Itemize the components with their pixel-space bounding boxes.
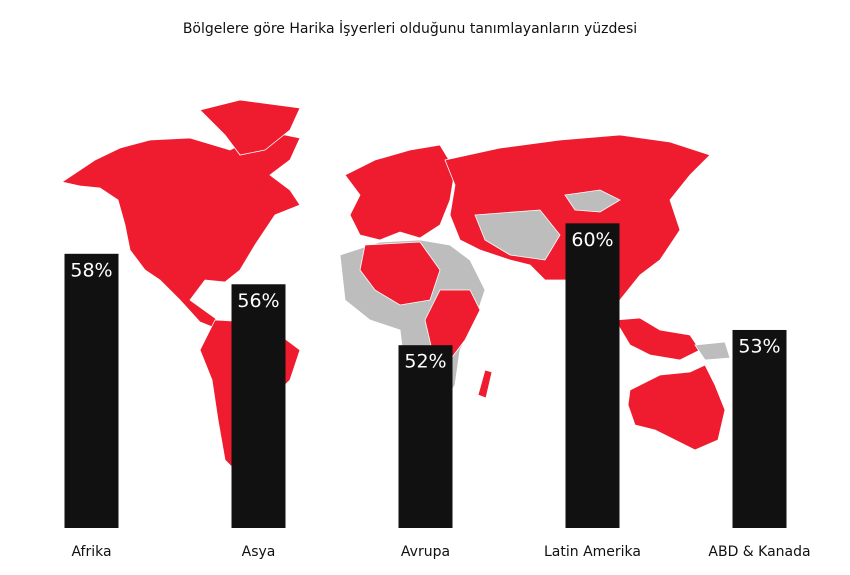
value-label: 52% — [404, 351, 446, 373]
bar — [565, 223, 620, 529]
bar — [732, 329, 787, 528]
value-label: 60% — [571, 229, 613, 251]
x-tick-label: Avrupa — [401, 544, 450, 560]
x-tick-label: ABD & Kanada — [708, 544, 810, 560]
x-tick-label: Asya — [242, 544, 276, 560]
bar — [398, 345, 453, 528]
value-label: 58% — [70, 259, 112, 281]
chart-title: Bölgelere göre Harika İşyerleri olduğunu… — [183, 19, 637, 37]
bar — [64, 253, 119, 529]
x-tick-label: Latin Amerika — [544, 544, 641, 560]
x-tick-label: Afrika — [71, 544, 111, 560]
value-label: 53% — [738, 335, 780, 357]
value-label: 56% — [237, 290, 279, 312]
bar — [231, 284, 286, 528]
world-map — [60, 99, 731, 471]
